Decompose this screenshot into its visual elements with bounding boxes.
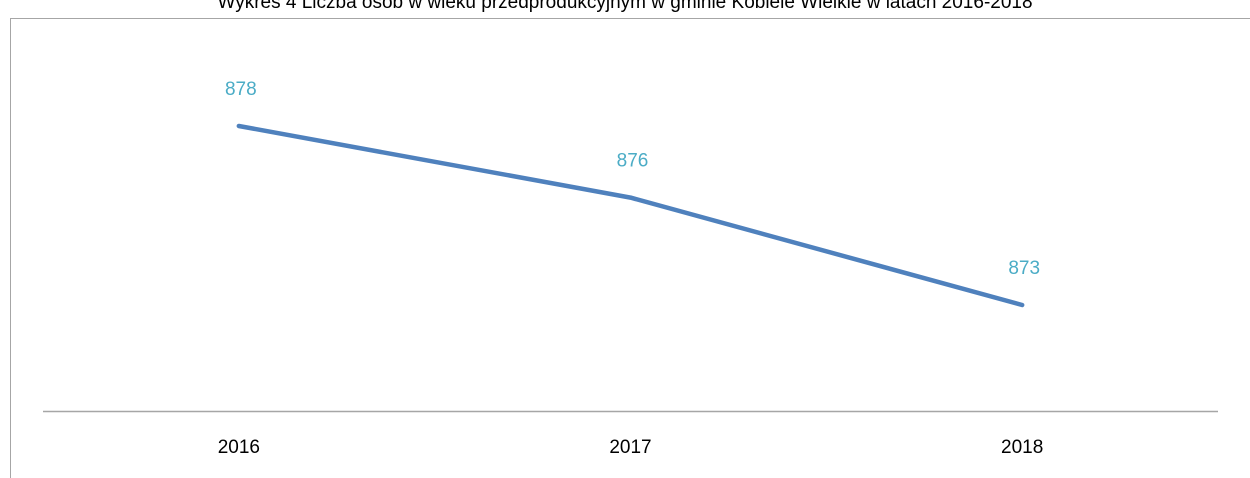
chart-frame	[10, 18, 1250, 478]
data-label: 876	[617, 151, 649, 172]
data-line	[236, 123, 1025, 308]
x-tick-label: 2018	[1001, 437, 1043, 458]
data-label: 878	[225, 79, 257, 100]
chart-title: Wykres 4 Liczba osób w wieku przedproduk…	[217, 0, 1032, 13]
data-label: 873	[1008, 258, 1040, 279]
x-tick-label: 2016	[218, 437, 260, 458]
x-tick-label: 2017	[609, 437, 651, 458]
